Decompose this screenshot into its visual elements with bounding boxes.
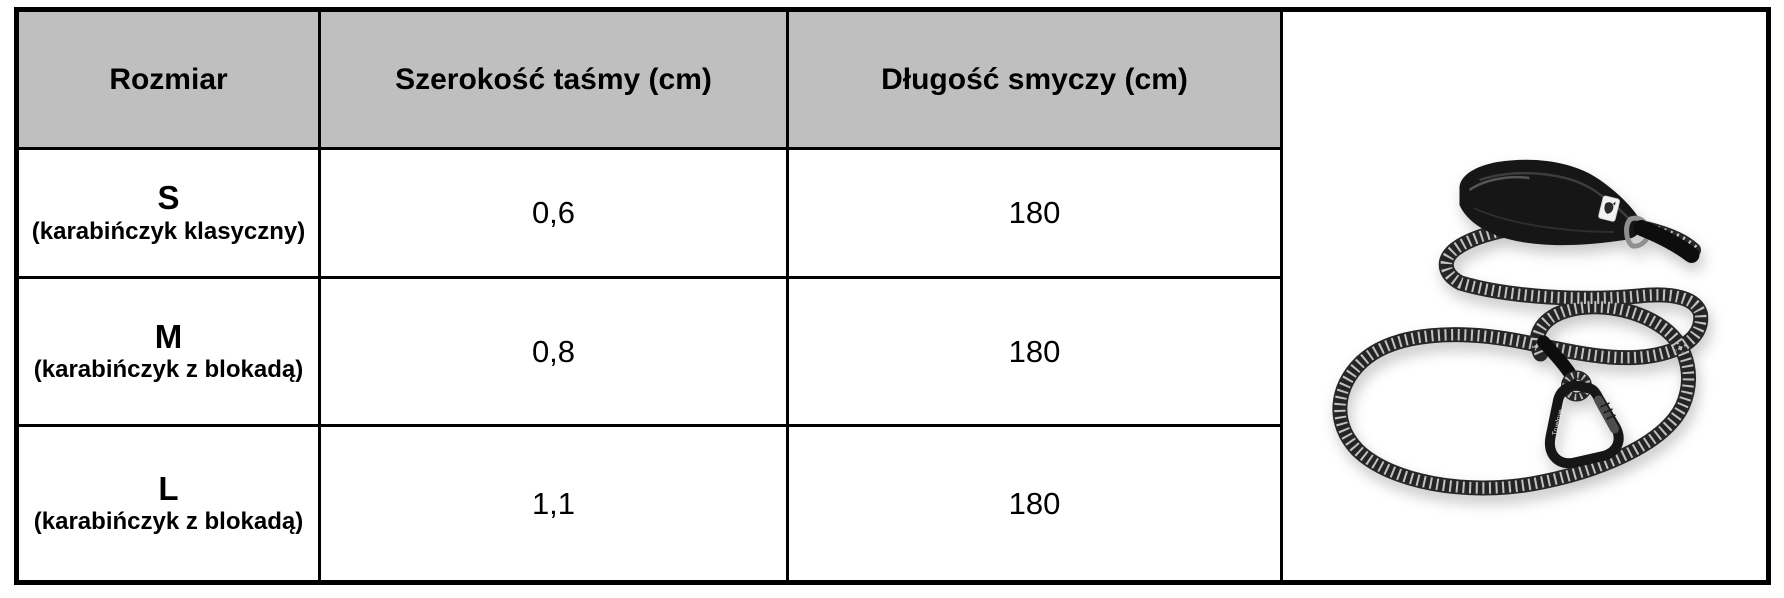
leash-handle <box>1459 159 1642 246</box>
length-cell-s: 180 <box>789 150 1283 279</box>
length-cell-m: 180 <box>789 279 1283 427</box>
size-variant: (karabińczyk z blokadą) <box>33 356 304 384</box>
length-value: 180 <box>1008 195 1061 230</box>
header-dlugosc-label: Długość smyczy (cm) <box>881 62 1188 96</box>
header-rozmiar-label: Rozmiar <box>109 62 228 96</box>
header-szerokosc-label: Szerokość taśmy (cm) <box>395 62 712 96</box>
size-table: Rozmiar Szerokość taśmy (cm) Długość smy… <box>14 7 1771 585</box>
carabiner: Truelove <box>1544 380 1624 469</box>
width-cell-l: 1,1 <box>321 427 789 580</box>
header-rozmiar: Rozmiar <box>19 12 321 150</box>
leash-rope <box>1332 214 1709 496</box>
length-cell-l: 180 <box>789 427 1283 580</box>
size-letter: M <box>154 317 183 355</box>
width-value: 0,8 <box>531 333 576 369</box>
size-variant: (karabińczyk klasyczny) <box>31 217 306 245</box>
header-szerokosc-tasmy: Szerokość taśmy (cm) <box>321 12 789 150</box>
size-cell-m: M (karabińczyk z blokadą) <box>19 279 321 427</box>
length-value: 180 <box>1008 333 1061 369</box>
carabiner-gate <box>1594 395 1619 434</box>
header-dlugosc-smyczy: Długość smyczy (cm) <box>789 12 1283 150</box>
handle-sleeve <box>1633 220 1700 263</box>
size-cell-s: S (karabińczyk klasyczny) <box>19 150 321 279</box>
product-image-panel: Truelove <box>1283 12 1766 580</box>
width-value: 0,6 <box>531 195 576 230</box>
logo-tag <box>1598 195 1621 222</box>
width-value: 1,1 <box>531 485 576 521</box>
dog-logo-icon <box>1604 201 1616 214</box>
carabiner-lock <box>1600 402 1616 420</box>
width-cell-s: 0,6 <box>321 150 789 279</box>
size-cell-l: L (karabińczyk z blokadą) <box>19 427 321 580</box>
width-cell-m: 0,8 <box>321 279 789 427</box>
size-variant: (karabińczyk z blokadą) <box>33 508 304 536</box>
leash-illustration: Truelove <box>1332 159 1709 496</box>
length-value: 180 <box>1008 485 1061 521</box>
size-letter: S <box>157 179 180 217</box>
size-letter: L <box>158 469 179 507</box>
